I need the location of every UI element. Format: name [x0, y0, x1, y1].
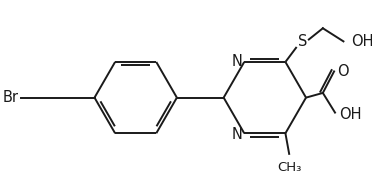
Text: Br: Br [3, 90, 19, 105]
Text: S: S [298, 34, 307, 49]
Text: O: O [337, 64, 349, 79]
Text: OH: OH [351, 34, 372, 49]
Text: N: N [231, 54, 243, 68]
Text: CH₃: CH₃ [277, 161, 301, 174]
Text: N: N [231, 127, 243, 142]
Text: OH: OH [339, 107, 361, 122]
